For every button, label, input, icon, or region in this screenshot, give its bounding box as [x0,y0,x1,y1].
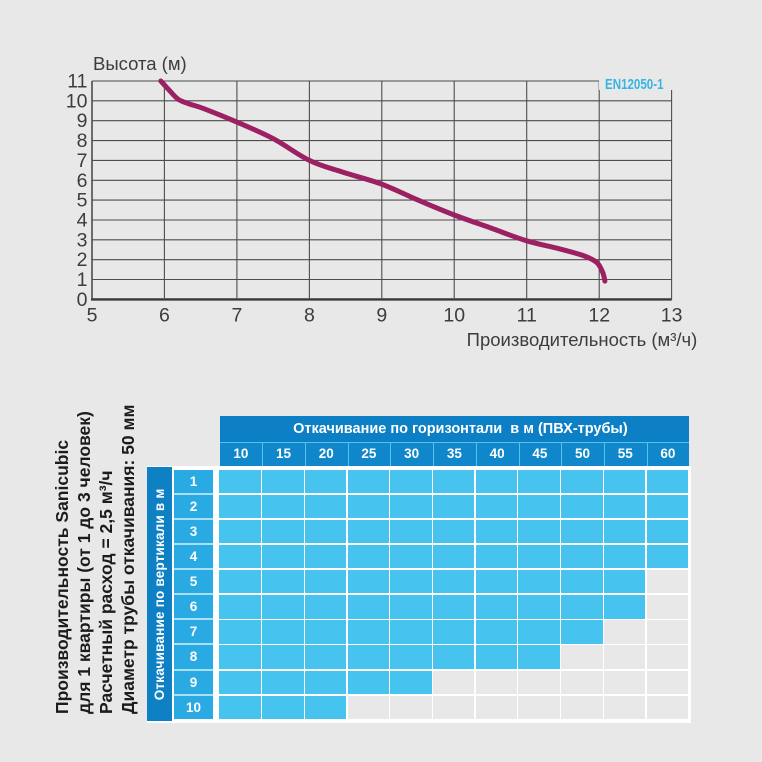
svg-text:11: 11 [517,305,537,327]
svg-text:6: 6 [77,170,88,192]
svg-text:8: 8 [304,305,315,327]
svg-text:3: 3 [77,229,88,251]
svg-text:13: 13 [661,305,683,327]
svg-text:0: 0 [77,289,88,311]
svg-text:6: 6 [159,305,170,327]
svg-text:7: 7 [77,150,88,172]
svg-text:10: 10 [66,90,88,112]
svg-text:9: 9 [77,110,88,132]
svg-text:11: 11 [67,71,87,93]
svg-text:5: 5 [87,305,98,327]
svg-text:12: 12 [588,305,610,327]
svg-text:EN12050-1: EN12050-1 [605,77,664,93]
svg-text:4: 4 [77,210,88,232]
svg-text:1: 1 [77,269,88,291]
svg-text:2: 2 [77,249,88,271]
svg-text:9: 9 [376,305,387,327]
svg-text:7: 7 [231,305,242,327]
svg-text:Производительность (м³/ч): Производительность (м³/ч) [467,329,698,350]
svg-text:8: 8 [77,130,88,152]
svg-text:10: 10 [443,305,465,327]
svg-text:5: 5 [77,190,88,212]
svg-text:Высота (м): Высота (м) [93,53,187,74]
